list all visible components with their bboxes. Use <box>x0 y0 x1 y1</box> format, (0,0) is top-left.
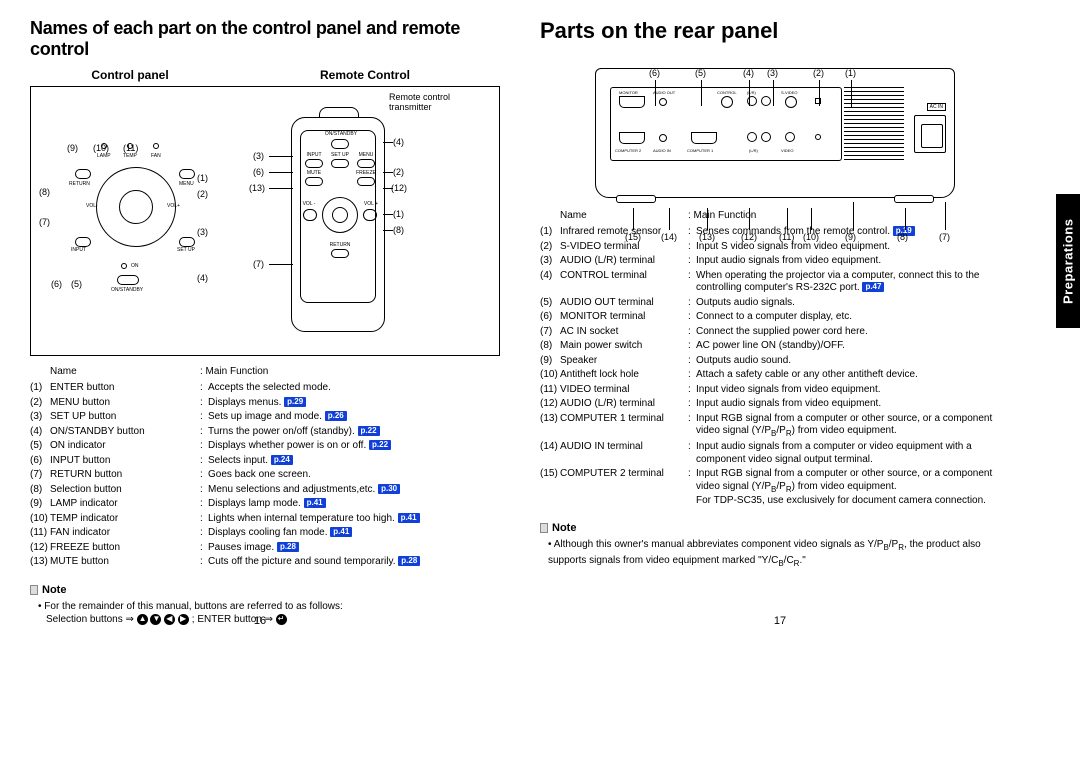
rlbl-mute: MUTE <box>303 170 325 176</box>
lbl-on: ON <box>131 263 139 269</box>
table-row: (9)LAMP indicator:Displays lamp mode. p.… <box>30 497 500 512</box>
rlbl-volm: VOL - <box>299 201 319 207</box>
lbl-menu: MENU <box>179 181 194 187</box>
rlbl-onstandby: ON/STANDBY <box>321 131 361 137</box>
table-row: (3)SET UP button:Sets up image and mode.… <box>30 410 500 425</box>
table-row: (12)AUDIO (L/R) terminal:Input audio sig… <box>540 397 1010 412</box>
th-name: Name <box>50 364 200 381</box>
lbl-standby: ON/STANDBY <box>111 287 143 293</box>
note-line1: For the remainder of this manual, button… <box>38 600 500 614</box>
rlbl-volp: VOL + <box>361 201 381 207</box>
table-row: (6)MONITOR terminal:Connect to a compute… <box>540 310 1010 325</box>
table-row: (4)ON/STANDBY button:Turns the power on/… <box>30 425 500 440</box>
table-row: (9)Speaker:Outputs audio sound. <box>540 354 1010 369</box>
rpc-b-9: (9) <box>845 232 856 242</box>
co-11: (11) <box>123 143 138 153</box>
btn-enter-icon: ↵ <box>276 614 287 625</box>
table-row: (1)ENTER button:Accepts the selected mod… <box>30 381 500 396</box>
table-row: (11)VIDEO terminal:Input video signals f… <box>540 383 1010 398</box>
table-row: (8)Selection button:Menu selections and … <box>30 483 500 498</box>
rpc-b-10: (10) <box>803 232 819 242</box>
right-note: Note Although this owner's manual abbrev… <box>540 522 1010 570</box>
left-function-table: Name : Main Function (1)ENTER button:Acc… <box>30 364 500 570</box>
co-5: (5) <box>71 279 82 289</box>
btn-down-icon: ▼ <box>150 614 161 625</box>
rpc-b-13: (13) <box>699 232 715 242</box>
table-row: (8)Main power switch:AC power line ON (s… <box>540 339 1010 354</box>
co-2: (2) <box>197 189 208 199</box>
co-1: (1) <box>197 173 208 183</box>
note-icon <box>30 585 38 595</box>
left-page-num: 16 <box>254 615 266 627</box>
btn-right-icon: ▶ <box>178 614 189 625</box>
note-heading-r: Note <box>552 522 576 534</box>
remote-diagram: Remote control transmitter ON/STANDBY IN… <box>231 87 499 355</box>
lbl-input: INPUT <box>71 247 86 253</box>
table-row: (5)ON indicator:Displays whether power i… <box>30 439 500 454</box>
table-row: (7)RETURN button:Goes back one screen. <box>30 468 500 483</box>
rpc-b-7: (7) <box>939 232 950 242</box>
page-right: Parts on the rear panel (6) (5) (4) (3) … <box>520 0 1040 637</box>
lbl-setup: SET UP <box>177 247 195 253</box>
rpc-b-8: (8) <box>897 232 908 242</box>
note-body-r: Although this owner's manual abbreviates… <box>548 539 981 566</box>
rpc-b-15: (15) <box>625 232 641 242</box>
table-row: (11)FAN indicator:Displays cooling fan m… <box>30 526 500 541</box>
lbl-temp: TEMP <box>123 153 137 159</box>
lbl-volm: VOL- <box>86 203 98 209</box>
lbl-lamp: LAMP <box>97 153 111 159</box>
table-row: (4)CONTROL terminal:When operating the p… <box>540 269 1010 296</box>
table-row: (5)AUDIO OUT terminal:Outputs audio sign… <box>540 296 1010 311</box>
lbl-return: RETURN <box>69 181 90 187</box>
table-row: (10)TEMP indicator:Lights when internal … <box>30 512 500 527</box>
note-icon-r <box>540 523 548 533</box>
co-6: (6) <box>51 279 62 289</box>
table-row: (12)FREEZE button:Pauses image. p.28 <box>30 541 500 556</box>
table-row: (7)AC IN socket:Connect the supplied pow… <box>540 325 1010 340</box>
right-page-num: 17 <box>774 615 786 627</box>
co-8: (8) <box>39 187 50 197</box>
rlbl-menu: MENU <box>355 152 377 158</box>
rpc-b-14: (14) <box>661 232 677 242</box>
sub-control-panel: Control panel <box>30 68 230 82</box>
table-row: (2)MENU button:Displays menus. p.29 <box>30 396 500 411</box>
rlbl-input: INPUT <box>303 152 325 158</box>
table-row: (3)AUDIO (L/R) terminal:Input audio sign… <box>540 254 1010 269</box>
rc-transmitter-label: Remote control transmitter <box>389 93 450 113</box>
table-row: (13)MUTE button:Cuts off the picture and… <box>30 555 500 570</box>
side-tab-preparations: Preparations <box>1056 194 1080 328</box>
right-function-table: Name : Main Function (1)Infrared remote … <box>540 208 1010 508</box>
th-func: : Main Function <box>200 364 500 381</box>
note-heading: Note <box>42 584 66 596</box>
btn-left-icon: ◀ <box>164 614 175 625</box>
co-3: (3) <box>197 227 208 237</box>
rear-panel-diagram: (6) (5) (4) (3) (2) (1) MONITOR AUDIO OU… <box>545 68 1005 198</box>
rpc-b-12: (12) <box>741 232 757 242</box>
table-row: (15)COMPUTER 2 terminal:Input RGB signal… <box>540 467 1010 508</box>
table-row: (10)Antitheft lock hole:Attach a safety … <box>540 368 1010 383</box>
table-row: (6)INPUT button:Selects input. p.24 <box>30 454 500 469</box>
table-row: (14)AUDIO IN terminal:Input audio signal… <box>540 440 1010 467</box>
rlbl-freeze: FREEZE <box>353 170 379 176</box>
right-title: Parts on the rear panel <box>540 18 1010 44</box>
diagram-box: LAMP TEMP FAN RETURN MENU VOL- VOL+ INPU… <box>30 86 500 356</box>
co-10: (10) <box>93 143 109 153</box>
co-7: (7) <box>39 217 50 227</box>
left-title: Names of each part on the control panel … <box>30 18 500 60</box>
control-panel-diagram: LAMP TEMP FAN RETURN MENU VOL- VOL+ INPU… <box>31 87 231 355</box>
table-row: (13)COMPUTER 1 terminal:Input RGB signal… <box>540 412 1010 441</box>
rlbl-setup: SET UP <box>329 152 351 158</box>
lbl-fan: FAN <box>151 153 161 159</box>
rlbl-return: RETURN <box>325 242 355 248</box>
sub-remote: Remote Control <box>230 68 500 82</box>
page-left: Names of each part on the control panel … <box>0 0 520 637</box>
co-4: (4) <box>197 273 208 283</box>
note-l2a: Selection buttons ⇒ <box>46 614 137 625</box>
th-func-r: : Main Function <box>688 208 1010 225</box>
btn-up-icon: ▲ <box>137 614 148 625</box>
lbl-volp: VOL+ <box>167 203 180 209</box>
rpc-b-11: (11) <box>779 232 794 242</box>
co-9: (9) <box>67 143 78 153</box>
